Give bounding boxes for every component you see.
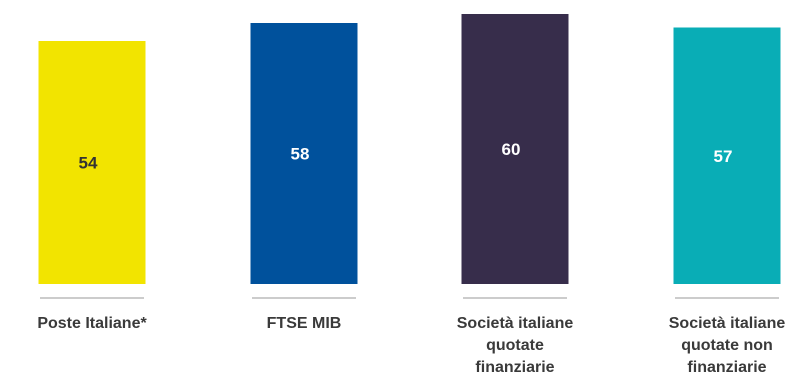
category-label: Poste Italiane* [37, 315, 147, 332]
bar-value-label: 60 [502, 140, 521, 159]
category-label: FTSE MIB [267, 315, 342, 332]
category-label: finanziarie [687, 359, 766, 376]
bar-value-label: 57 [714, 147, 733, 166]
category-label: finanziarie [475, 359, 554, 376]
bar-value-label: 58 [291, 145, 310, 164]
category-label: Società italiane [669, 315, 786, 332]
category-label: quotate [486, 337, 544, 354]
category-label: quotate non [681, 337, 773, 354]
bar-value-label: 54 [79, 154, 98, 173]
category-label: Società italiane [457, 315, 574, 332]
